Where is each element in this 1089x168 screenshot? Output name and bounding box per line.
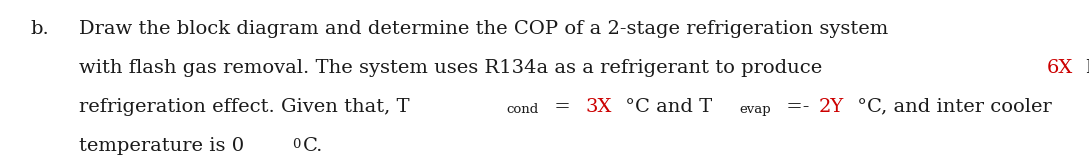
- Text: 2Y: 2Y: [818, 98, 844, 116]
- Text: 6X: 6X: [1047, 59, 1073, 77]
- Text: C.: C.: [304, 137, 323, 155]
- Text: Draw the block diagram and determine the COP of a 2-stage refrigeration system: Draw the block diagram and determine the…: [79, 20, 889, 38]
- Text: with flash gas removal. The system uses R134a as a refrigerant to produce: with flash gas removal. The system uses …: [79, 59, 829, 77]
- Text: =-: =-: [781, 98, 810, 116]
- Text: =: =: [548, 98, 577, 116]
- Text: evap: evap: [739, 103, 771, 116]
- Text: b.: b.: [30, 20, 49, 38]
- Text: 3X: 3X: [585, 98, 612, 116]
- Text: temperature is 0: temperature is 0: [79, 137, 245, 155]
- Text: 0: 0: [293, 138, 301, 151]
- Text: refrigeration effect. Given that, T: refrigeration effect. Given that, T: [79, 98, 411, 116]
- Text: kW: kW: [1080, 59, 1089, 77]
- Text: °C, and inter cooler: °C, and inter cooler: [851, 98, 1052, 116]
- Text: °C and T: °C and T: [620, 98, 712, 116]
- Text: cond: cond: [506, 103, 538, 116]
